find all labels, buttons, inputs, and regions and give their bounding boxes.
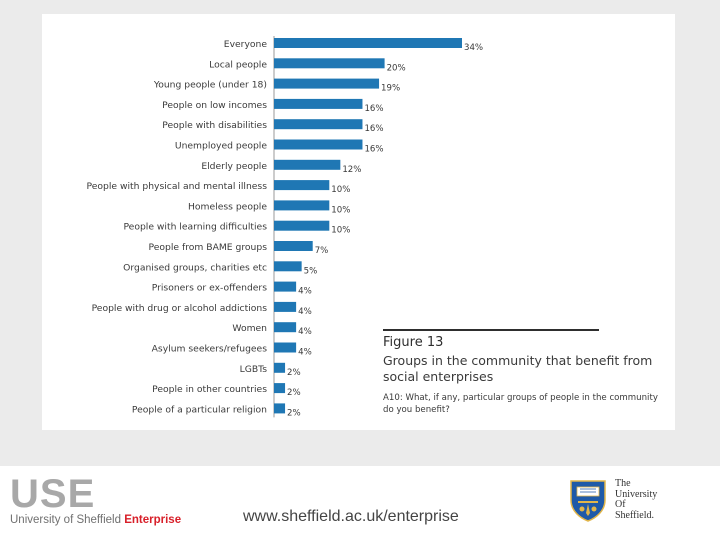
bar[interactable] — [274, 38, 462, 48]
bar[interactable] — [274, 403, 286, 414]
bar[interactable] — [274, 139, 363, 150]
category-label: Organised groups, charities etc — [123, 262, 267, 273]
value-label: 10% — [331, 185, 350, 195]
figure-number: Figure 13 — [383, 335, 444, 350]
bar[interactable] — [274, 301, 297, 312]
value-label: 4% — [298, 287, 312, 297]
bar[interactable] — [274, 58, 385, 69]
value-label: 20% — [387, 63, 406, 73]
value-label: 2% — [287, 388, 301, 398]
bar[interactable] — [274, 383, 286, 394]
category-label: Young people (under 18) — [153, 80, 267, 91]
figure-question: A10: What, if any, particular groups of … — [383, 393, 658, 415]
university-name-line: Sheffield. — [615, 509, 654, 521]
bar[interactable] — [274, 200, 330, 211]
bar[interactable] — [274, 281, 297, 292]
category-label: People on low incomes — [162, 100, 267, 111]
bar[interactable] — [274, 98, 363, 109]
category-label: Local people — [209, 59, 267, 70]
bar[interactable] — [274, 78, 380, 89]
enterprise-url[interactable]: www.sheffield.ac.uk/enterprise — [243, 508, 459, 525]
value-label: 2% — [287, 368, 301, 378]
value-label: 19% — [381, 84, 400, 94]
category-label: People with drug or alcohol addictions — [92, 303, 268, 314]
use-logo[interactable]: USE — [10, 472, 96, 516]
value-label: 34% — [464, 43, 483, 53]
bar[interactable] — [274, 180, 330, 191]
value-label: 16% — [364, 124, 383, 134]
figure-title: Groups in the community that benefit fro… — [383, 353, 653, 384]
value-label: 4% — [298, 348, 312, 358]
university-name-line: University — [615, 488, 658, 500]
university-name: The University Of Sheffield. — [615, 478, 658, 521]
value-label: 4% — [298, 307, 312, 317]
category-label: Unemployed people — [175, 141, 267, 152]
value-label: 16% — [364, 104, 383, 114]
chart-panel: Everyone 34% Local people 20% Young people (… — [42, 14, 675, 430]
use-subtitle-prefix: University of Sheffield — [10, 514, 125, 526]
bar[interactable] — [274, 119, 363, 130]
bar[interactable] — [274, 362, 286, 373]
footer: USE University of Sheffield Enterprise w… — [0, 466, 720, 540]
category-label: Everyone — [224, 39, 268, 50]
use-subtitle: University of Sheffield Enterprise — [10, 514, 181, 526]
value-label: 7% — [315, 246, 329, 256]
bar[interactable] — [274, 241, 313, 251]
value-label: 4% — [298, 327, 312, 337]
bar[interactable] — [274, 342, 297, 353]
bar[interactable] — [274, 159, 341, 170]
category-label: LGBTs — [240, 364, 268, 375]
value-label: 10% — [331, 205, 350, 215]
figure-rule — [383, 329, 599, 331]
university-crest-icon[interactable] — [568, 478, 608, 522]
bar[interactable] — [274, 261, 302, 272]
use-subtitle-highlight: Enterprise — [124, 514, 182, 526]
category-label: Asylum seekers/refugees — [152, 344, 268, 355]
bar[interactable] — [274, 220, 330, 231]
category-label: People with physical and mental illness — [87, 181, 268, 192]
category-label: Elderly people — [201, 161, 267, 172]
value-label: 16% — [364, 145, 383, 155]
category-label: Prisoners or ex-offenders — [152, 283, 267, 294]
university-name-line: The — [615, 478, 631, 489]
category-label: People of a particular religion — [132, 404, 267, 415]
category-label: Homeless people — [188, 201, 267, 212]
value-label: 5% — [304, 266, 318, 276]
bar[interactable] — [274, 322, 297, 333]
category-label: People with learning difficulties — [123, 222, 267, 233]
university-name-line: Of — [615, 499, 626, 510]
category-label: People in other countries — [152, 384, 267, 395]
category-label: Women — [232, 323, 267, 334]
category-label: People with disabilities — [162, 120, 267, 131]
category-label: People from BAME groups — [149, 242, 268, 253]
value-label: 12% — [342, 165, 361, 175]
value-label: 2% — [287, 408, 301, 418]
value-label: 10% — [331, 226, 350, 236]
bar-chart: Everyone 34% Local people 20% Young people (… — [87, 36, 483, 418]
